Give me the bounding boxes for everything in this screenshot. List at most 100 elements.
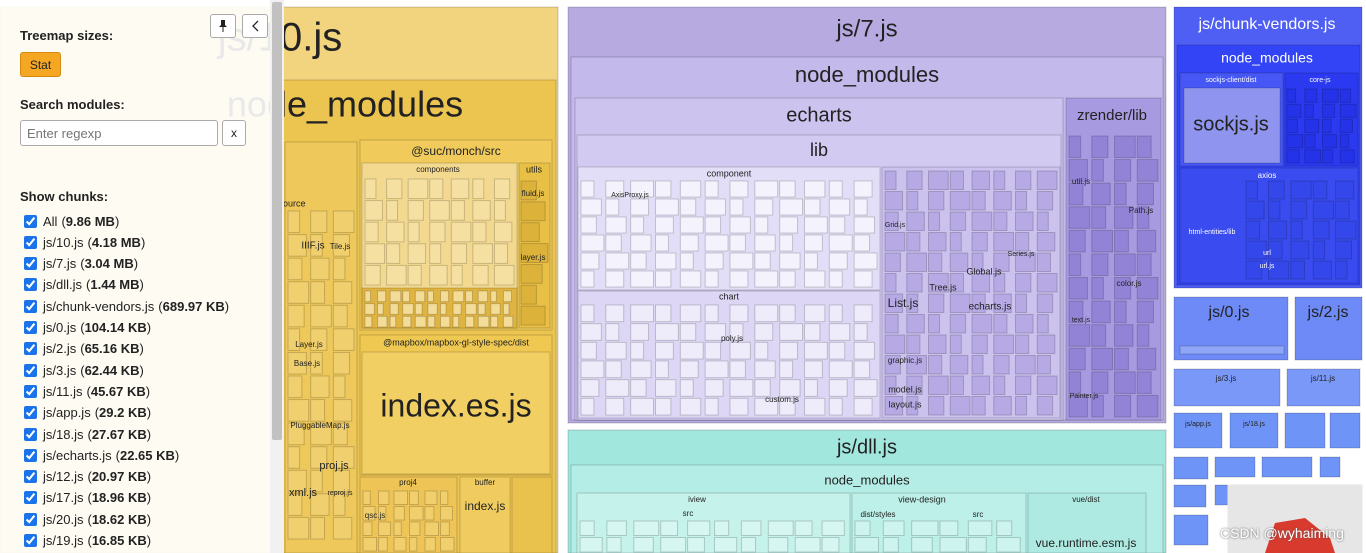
chunk-row[interactable]: js/19.js16.85 KB <box>24 531 151 551</box>
chunk-name: js/dll.js <box>43 277 83 293</box>
module-box <box>377 315 388 328</box>
module-box <box>580 379 600 397</box>
module-box <box>1286 88 1297 103</box>
module-box <box>287 351 307 375</box>
module-box <box>633 537 654 553</box>
chunk-checkbox[interactable] <box>24 257 37 271</box>
module-box <box>779 341 799 360</box>
module-box <box>386 200 399 221</box>
module-box <box>364 221 379 243</box>
module-box <box>660 520 679 536</box>
module-box <box>465 290 473 303</box>
module-box <box>477 303 486 315</box>
module-box <box>828 270 843 288</box>
chunk-checkbox[interactable] <box>24 406 37 420</box>
module-box <box>477 290 489 303</box>
search-input[interactable] <box>20 120 218 146</box>
module-box <box>493 264 515 286</box>
module-box <box>1335 240 1353 260</box>
module-box <box>928 355 943 375</box>
module-box <box>362 521 373 536</box>
chunk-row[interactable]: All9.86 MB <box>24 211 119 231</box>
scrollbar-thumb[interactable] <box>272 2 282 440</box>
chunk-row[interactable]: js/0.js104.14 KB <box>24 318 151 338</box>
module-box <box>779 304 796 323</box>
module-box <box>1267 220 1288 240</box>
module-box <box>754 234 776 252</box>
chunk-checkbox[interactable] <box>24 278 37 292</box>
module-box <box>332 328 355 351</box>
module-box <box>1335 180 1355 200</box>
chunk-row[interactable]: js/17.js18.96 KB <box>24 488 151 508</box>
chunk-name: All <box>43 213 58 229</box>
module-box <box>1136 371 1152 394</box>
module-box <box>882 537 899 553</box>
chunk-checkbox[interactable] <box>24 214 37 228</box>
chunk-row[interactable]: js/11.js 45.67 KB <box>24 381 150 401</box>
module-box <box>1036 252 1051 272</box>
chunk-checkbox[interactable] <box>24 235 37 249</box>
module-box <box>884 191 904 211</box>
module-label: IIIF.js <box>301 241 324 252</box>
module-label: Global.js <box>966 266 1002 276</box>
chunk-row[interactable]: js/echarts.js 22.65 KB <box>24 445 179 465</box>
chunk-checkbox[interactable] <box>24 321 37 334</box>
module-box <box>493 243 509 264</box>
chunk-row[interactable]: js/dll.js1.44 MB <box>24 275 144 295</box>
chunk-checkbox[interactable] <box>24 534 37 547</box>
module-box <box>389 315 397 328</box>
module-box <box>804 379 818 397</box>
module-box <box>1114 347 1129 371</box>
module-box <box>729 198 744 216</box>
chunk-checkbox[interactable] <box>24 470 37 484</box>
module-box <box>853 323 868 341</box>
chunk-row[interactable]: js/2.js65.16 KB <box>24 339 144 359</box>
chunk-checkbox[interactable] <box>24 491 37 505</box>
module-box <box>828 198 851 216</box>
chunk-row[interactable]: js/18.js27.67 KB <box>24 424 151 444</box>
module-label: reproj.js <box>328 490 353 497</box>
module-label: echarts <box>786 104 852 126</box>
module-box <box>704 180 719 198</box>
module-box <box>779 270 796 288</box>
chunk-row[interactable]: js/app.js 29.2 KB <box>24 403 151 423</box>
module-box <box>928 191 945 211</box>
module-box <box>287 493 303 516</box>
treemap-sizes-label: Treemap sizes: <box>20 28 114 43</box>
module-box <box>971 191 986 211</box>
collapse-button[interactable] <box>242 14 268 38</box>
clear-button[interactable]: x <box>222 120 246 146</box>
module-box <box>502 303 510 315</box>
module-box <box>1114 159 1132 182</box>
module-box <box>928 293 945 313</box>
logo-shape <box>1265 518 1335 553</box>
chunk-checkbox[interactable] <box>24 512 37 526</box>
module-box <box>1091 206 1107 229</box>
chunk-row[interactable]: js/7.js3.04 MB <box>24 254 138 274</box>
chunk-checkbox[interactable] <box>24 342 37 356</box>
chunk-row[interactable]: js/12.js20.97 KB <box>24 467 151 487</box>
module-box <box>906 396 919 416</box>
module-box <box>704 341 722 360</box>
module-box <box>605 216 627 234</box>
chunk-row[interactable]: js/20.js18.62 KB <box>24 509 151 529</box>
chunk-row[interactable]: js/10.js4.18 MB <box>24 232 145 252</box>
stat-button[interactable]: Stat <box>20 52 61 77</box>
chunk-checkbox[interactable] <box>24 427 37 441</box>
pin-button[interactable] <box>210 14 236 38</box>
module-box <box>1015 252 1036 272</box>
module-box <box>704 270 719 288</box>
module-box <box>1183 87 1281 164</box>
module-box <box>971 334 988 354</box>
module-box <box>993 293 1012 313</box>
chunk-checkbox[interactable] <box>24 363 37 377</box>
chunk-checkbox[interactable] <box>24 299 37 313</box>
chunk-size: 9.86 MB <box>61 214 119 229</box>
module-label: component <box>707 168 752 178</box>
chunk-checkbox[interactable] <box>24 448 37 462</box>
chunk-checkbox[interactable] <box>24 384 37 398</box>
module-box <box>414 303 423 315</box>
chunk-row[interactable]: js/3.js62.44 KB <box>24 360 144 380</box>
module-box <box>287 257 303 281</box>
chunk-row[interactable]: js/chunk-vendors.js689.97 KB <box>24 296 229 316</box>
